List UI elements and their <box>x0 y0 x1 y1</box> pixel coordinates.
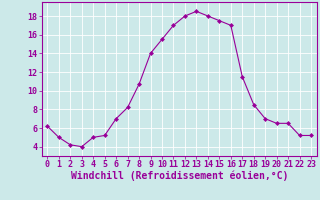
X-axis label: Windchill (Refroidissement éolien,°C): Windchill (Refroidissement éolien,°C) <box>70 171 288 181</box>
